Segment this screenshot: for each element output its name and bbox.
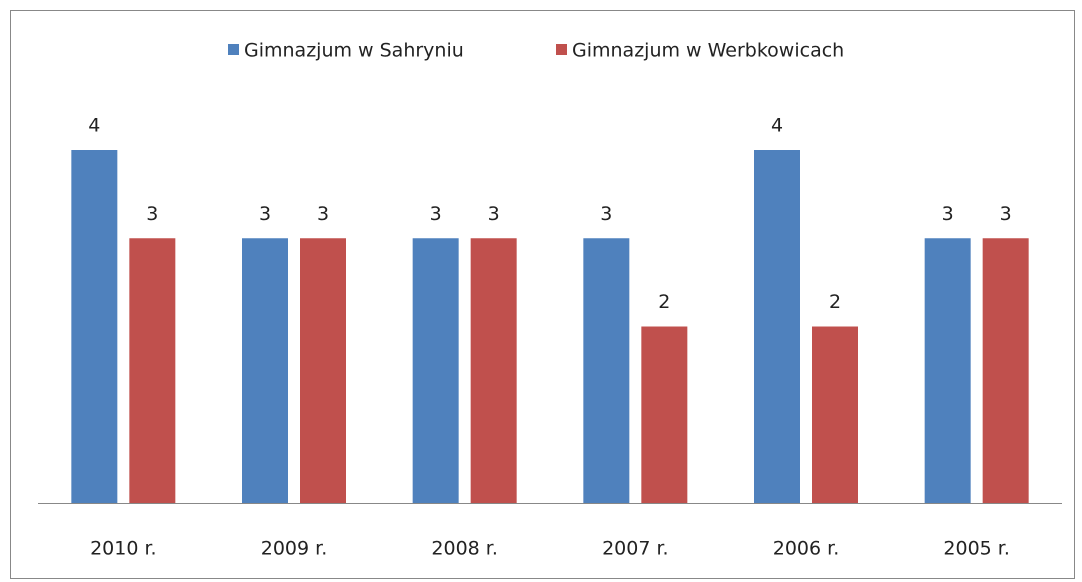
data-label: 3: [430, 203, 442, 225]
bar: [583, 238, 630, 503]
legend-label: Gimnazjum w Werbkowicach: [572, 40, 844, 62]
bar: [71, 150, 118, 503]
bar: [129, 238, 176, 503]
bar: [412, 238, 459, 503]
x-tick-label: 2006 r.: [773, 538, 840, 560]
x-tick-label: 2009 r.: [261, 538, 328, 560]
data-label: 4: [88, 115, 100, 137]
bar: [242, 238, 288, 503]
chart-frame: [10, 10, 1075, 579]
bar: [300, 238, 346, 503]
x-tick-label: 2007 r.: [602, 538, 669, 560]
data-label: 3: [146, 203, 158, 225]
legend-label: Gimnazjum w Sahryniu: [244, 40, 464, 62]
data-label: 3: [600, 203, 612, 225]
x-tick-label: 2008 r.: [431, 538, 498, 560]
bar: [982, 238, 1029, 503]
legend-swatch: [556, 44, 567, 55]
data-label: 2: [658, 291, 670, 313]
bar: [470, 238, 517, 503]
bar: [924, 238, 971, 503]
x-tick-label: 2005 r.: [943, 538, 1010, 560]
data-label: 4: [771, 115, 783, 137]
data-label: 3: [317, 203, 329, 225]
x-tick-label: 2010 r.: [90, 538, 157, 560]
bar: [754, 150, 800, 503]
legend-swatch: [228, 44, 239, 55]
data-label: 2: [829, 291, 841, 313]
data-label: 3: [1000, 203, 1012, 225]
data-label: 3: [259, 203, 271, 225]
data-label: 3: [942, 203, 954, 225]
bar: [812, 326, 858, 503]
bar: [641, 326, 688, 503]
data-label: 3: [488, 203, 500, 225]
